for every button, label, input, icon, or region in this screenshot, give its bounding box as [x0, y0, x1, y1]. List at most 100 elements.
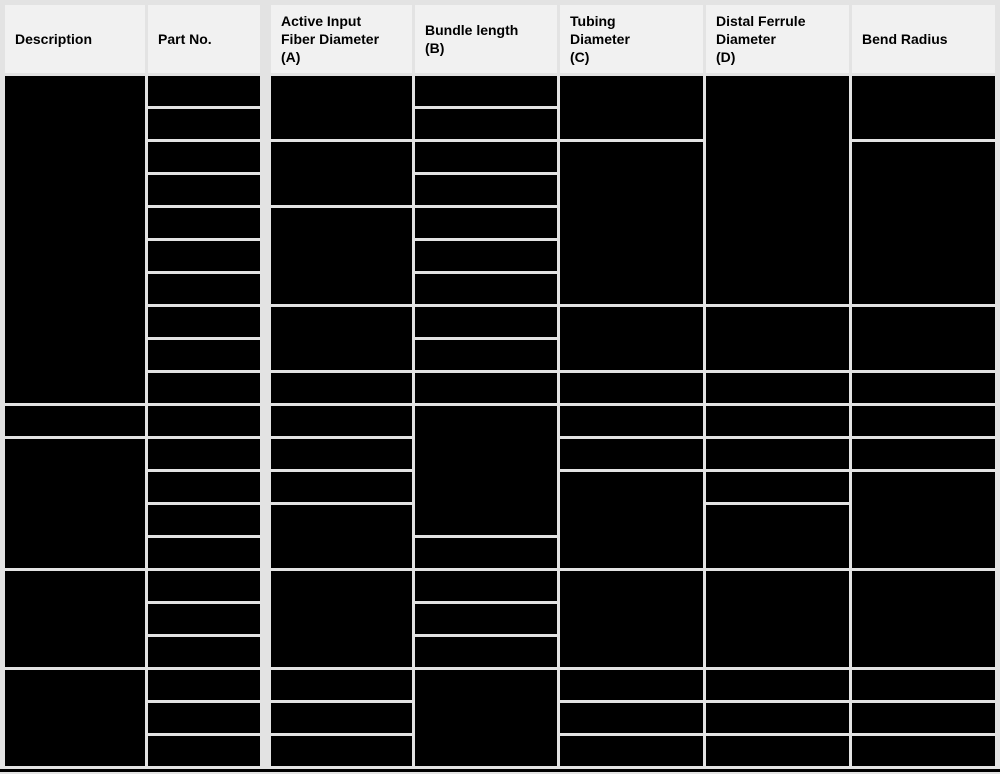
header-text: Diameter	[716, 31, 776, 47]
table-row	[5, 571, 995, 667]
cell-part-no	[148, 637, 260, 667]
table-row	[5, 637, 995, 667]
cell-c	[560, 571, 703, 667]
cell-d	[706, 307, 849, 370]
cell-b	[415, 670, 557, 766]
header-text: Distal Ferrule	[716, 13, 806, 29]
cell-c	[560, 736, 703, 766]
cell-part-no	[148, 241, 260, 271]
table-row	[5, 439, 995, 568]
cell-a	[271, 505, 412, 568]
cell-b	[415, 307, 557, 337]
cell-b	[415, 406, 557, 535]
cell-b	[415, 208, 557, 238]
cell-c	[560, 307, 703, 370]
header-bundle-length: Bundle length (B)	[415, 5, 557, 73]
cell-part-no	[148, 538, 260, 568]
cell-a	[271, 670, 412, 700]
cell-a	[271, 307, 412, 370]
header-text: Description	[15, 31, 93, 47]
header-part-no: Part No.	[148, 5, 260, 73]
header-description: Description	[5, 5, 145, 73]
cell-c	[560, 406, 703, 436]
header-distal-ferrule-diameter: Distal Ferrule Diameter (D)	[706, 5, 849, 73]
cell-part-no	[148, 76, 260, 106]
cell-d	[706, 571, 849, 667]
cell-part-no	[148, 109, 260, 139]
cell-part-no	[148, 571, 260, 601]
header-text: Bundle length	[425, 22, 519, 38]
cell-d	[706, 505, 849, 568]
cell-part-no	[148, 307, 260, 337]
table-row	[5, 373, 995, 403]
cell-a	[271, 76, 412, 139]
cell-c	[560, 670, 703, 700]
cell-bend	[852, 571, 995, 667]
cell-part-no	[148, 406, 260, 436]
cell-bend	[852, 76, 995, 139]
cell-b	[415, 175, 557, 205]
cell-bend	[852, 406, 995, 436]
cell-part-no	[148, 439, 260, 469]
cell-b	[415, 142, 557, 172]
table-bottom-border	[0, 769, 1000, 772]
cell-a	[271, 373, 412, 403]
cell-a	[271, 703, 412, 733]
cell-bend	[852, 439, 995, 469]
table-row	[5, 670, 995, 766]
cell-desc	[5, 76, 145, 403]
table-row	[5, 604, 995, 634]
cell-bend	[852, 307, 995, 370]
cell-d	[706, 373, 849, 403]
cell-c	[560, 472, 703, 568]
cell-d	[706, 472, 849, 502]
table-row	[5, 340, 995, 370]
cell-c	[560, 373, 703, 403]
header-text: (C)	[570, 49, 590, 65]
cell-part-no	[148, 175, 260, 205]
cell-part-no	[148, 703, 260, 733]
header-text: (D)	[716, 49, 736, 65]
table-row	[5, 472, 995, 568]
header-text: Fiber Diameter	[281, 31, 380, 47]
header-text: Tubing	[570, 13, 616, 29]
cell-desc	[5, 571, 145, 667]
cell-b	[415, 274, 557, 304]
cell-b	[415, 604, 557, 634]
table-row	[5, 241, 995, 271]
table-row	[5, 307, 995, 370]
cell-a	[271, 208, 412, 304]
cell-b	[415, 571, 557, 601]
table-row	[5, 538, 995, 568]
cell-part-no	[148, 340, 260, 370]
cell-desc	[5, 670, 145, 766]
cell-c	[560, 142, 703, 304]
table-row	[5, 208, 995, 304]
cell-d	[706, 736, 849, 766]
table-row	[5, 142, 995, 304]
cell-a	[271, 736, 412, 766]
cell-d	[706, 439, 849, 469]
cell-part-no	[148, 142, 260, 172]
cell-part-no	[148, 505, 260, 535]
header-text: (B)	[425, 40, 445, 56]
cell-part-no	[148, 472, 260, 502]
cell-b	[415, 241, 557, 271]
cell-d	[706, 406, 849, 436]
cell-part-no	[148, 208, 260, 238]
cell-c	[560, 703, 703, 733]
table-row	[5, 274, 995, 304]
cell-part-no	[148, 373, 260, 403]
header-tubing-diameter: Tubing Diameter (C)	[560, 5, 703, 73]
table-row	[5, 175, 995, 205]
header-row: Description Part No. Active Input Fiber …	[5, 5, 995, 73]
cell-bend	[852, 373, 995, 403]
table-row	[5, 109, 995, 139]
cell-d	[706, 670, 849, 700]
cell-a	[271, 142, 412, 205]
header-active-input-fiber-diameter: Active Input Fiber Diameter (A)	[271, 5, 412, 73]
cell-a	[271, 571, 412, 667]
cell-c	[560, 76, 703, 139]
